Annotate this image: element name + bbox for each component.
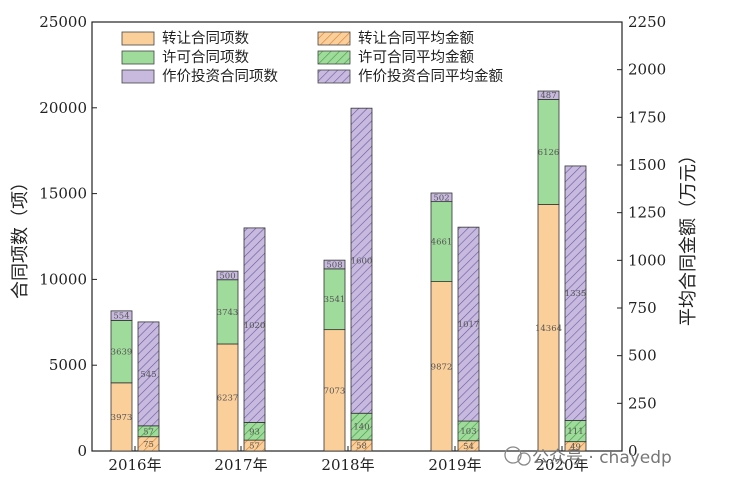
bar-count-label: 6126 (538, 148, 560, 158)
x-tick-label: 2020年 (535, 456, 588, 474)
legend-label-amount: 许可合同平均金额 (358, 49, 474, 66)
bar-amount-label: 57 (249, 442, 260, 452)
right-tick-label: 250 (628, 394, 657, 412)
right-tick-label: 1000 (628, 251, 666, 269)
legend-label-count: 作价投资合同项数 (162, 68, 278, 85)
bar-amount-label: 54 (463, 442, 474, 452)
bar-count-investment (110, 310, 133, 321)
bar-count-label: 14364 (535, 324, 562, 334)
bar-count-label: 6237 (217, 393, 239, 403)
bar-count-label: 3973 (111, 413, 133, 423)
legend-label-count: 转让合同项数 (162, 30, 249, 47)
left-tick-label: 15000 (39, 185, 87, 203)
left-tick-label: 20000 (39, 99, 87, 117)
bar-count-label: 487 (540, 91, 556, 101)
bar-amount-label: 545 (140, 370, 156, 380)
right-tick-label: 0 (628, 442, 638, 460)
left-tick-label: 25000 (39, 13, 87, 31)
left-tick-label: 0 (77, 442, 87, 460)
bar-count-label: 9872 (431, 362, 453, 372)
watermark-text: 公众号 · chayedp (532, 448, 672, 468)
left-tick-label: 10000 (39, 270, 87, 288)
left-axis-title: 合同项数（项） (10, 173, 31, 299)
bar-count-label: 3743 (217, 308, 239, 318)
right-tick-label: 1750 (628, 108, 666, 126)
bar-count-label: 502 (433, 193, 449, 203)
bar-amount-investment (350, 107, 373, 414)
bar-count-label: 4661 (431, 238, 453, 248)
right-tick-label: 2000 (628, 61, 666, 79)
bar-count-investment (323, 259, 346, 270)
bar-amount-investment (457, 226, 480, 422)
bar-count-investment (430, 192, 453, 203)
wechat-icon (504, 446, 522, 464)
bar-amount-label: 93 (249, 427, 260, 437)
bar-count-label: 500 (219, 271, 235, 281)
legend-label-count: 许可合同项数 (162, 49, 249, 66)
bar-amount-label: 1600 (351, 257, 373, 267)
left-tick-label: 5000 (49, 356, 87, 374)
bar-amount-label: 75 (143, 440, 154, 450)
left-axis-ticks: 0 5000 10000 15000 20000 25000 (39, 13, 97, 460)
legend-swatch-count (121, 31, 155, 46)
right-tick-label: 500 (628, 347, 657, 365)
right-axis-ticks: 0 250 500 750 1000 1250 1500 1750 2000 2250 (617, 13, 666, 460)
bar-amount-label: 49 (570, 442, 581, 452)
right-tick-label: 1500 (628, 156, 666, 174)
legend-swatch-amount (317, 31, 351, 46)
legend-label-amount: 作价投资合同平均金额 (358, 68, 503, 85)
bar-amount-investment (243, 227, 266, 423)
bar-amount-label: 1335 (565, 289, 587, 299)
bars-layer: 3973 3639 554 75 57 545 6237 3743 500 57 93 1020 707… (110, 90, 587, 452)
x-tick-label: 2019年 (428, 456, 481, 474)
bar-count-investment (537, 90, 560, 100)
legend-swatch-count (121, 50, 155, 65)
bar-amount-label: 140 (353, 423, 369, 433)
bar-amount-label: 111 (567, 427, 583, 437)
x-tick-label: 2018年 (321, 456, 374, 474)
bar-count-label: 3639 (111, 348, 133, 358)
bar-amount-label: 1020 (244, 321, 266, 331)
bar-amount-investment (137, 321, 160, 427)
legend-swatch-amount (317, 50, 351, 65)
right-tick-label: 2250 (628, 13, 666, 31)
bar-amount-label: 103 (460, 427, 476, 437)
right-tick-label: 750 (628, 299, 657, 317)
wechat-icon-secondary (517, 452, 531, 466)
bar-amount-label: 57 (143, 427, 154, 437)
bar-amount-investment (564, 165, 587, 421)
bar-count-label: 7073 (324, 386, 346, 396)
bar-count-label: 554 (113, 312, 129, 322)
bar-count-label: 3541 (324, 295, 346, 305)
bar-count-label: 508 (326, 261, 342, 271)
legend-swatch-count (121, 69, 155, 84)
right-tick-label: 1250 (628, 204, 666, 222)
legend-label-amount: 转让合同平均金额 (358, 30, 474, 47)
legend-swatch-amount (317, 69, 351, 84)
x-tick-label: 2017年 (214, 456, 267, 474)
bar-amount-label: 1017 (458, 320, 480, 330)
bar-count-investment (216, 270, 239, 281)
bar-amount-label: 58 (356, 441, 367, 451)
x-tick-label: 2016年 (108, 456, 161, 474)
right-axis-title: 平均合同金额（万元） (678, 146, 699, 326)
watermark: 公众号 · chayedp (504, 446, 672, 468)
x-axis-ticks: 2016年 2017年 2018年 2019年 2020年 (108, 446, 589, 474)
